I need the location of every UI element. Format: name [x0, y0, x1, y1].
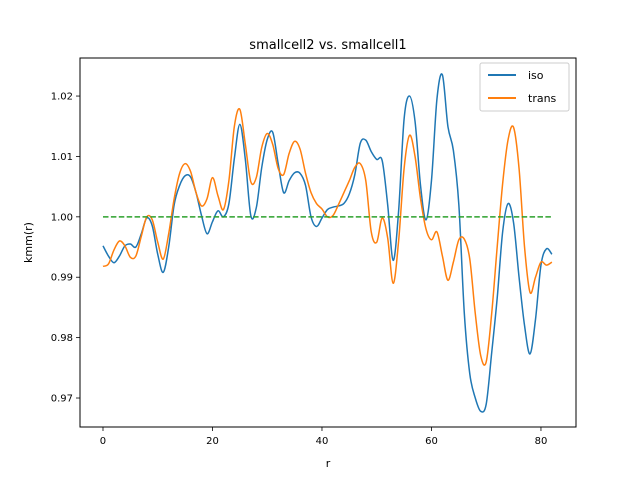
y-tick-label: 1.02 [51, 92, 73, 103]
y-tick-label: 0.99 [51, 273, 73, 284]
y-axis-label: kmm(r) [22, 222, 35, 263]
x-tick-label: 80 [535, 436, 548, 447]
chart-title: smallcell2 vs. smallcell1 [249, 38, 406, 53]
x-tick-label: 60 [425, 436, 438, 447]
y-tick-label: 0.97 [51, 394, 73, 405]
x-tick-label: 0 [100, 436, 106, 447]
x-axis-label: r [326, 457, 331, 470]
x-tick-label: 40 [316, 436, 329, 447]
y-tick-label: 1.01 [51, 152, 73, 163]
x-tick-label: 20 [206, 436, 219, 447]
legend-label-trans: trans [528, 92, 557, 105]
y-axis-ticks: 0.97 0.98 0.99 1.00 1.01 1.02 [51, 92, 80, 405]
axes-frame [79, 57, 577, 428]
plot-area: 0 20 40 60 80 0.97 0.98 0.99 1.00 1.01 1.02 [51, 57, 577, 447]
series-line-iso [102, 73, 553, 413]
x-axis-ticks: 0 20 40 60 80 [100, 427, 548, 447]
y-tick-label: 0.98 [51, 333, 73, 344]
legend-label-iso: iso [528, 69, 544, 82]
series-layer [102, 73, 553, 413]
legend: iso trans [479, 62, 570, 112]
y-tick-label: 1.00 [51, 212, 73, 223]
